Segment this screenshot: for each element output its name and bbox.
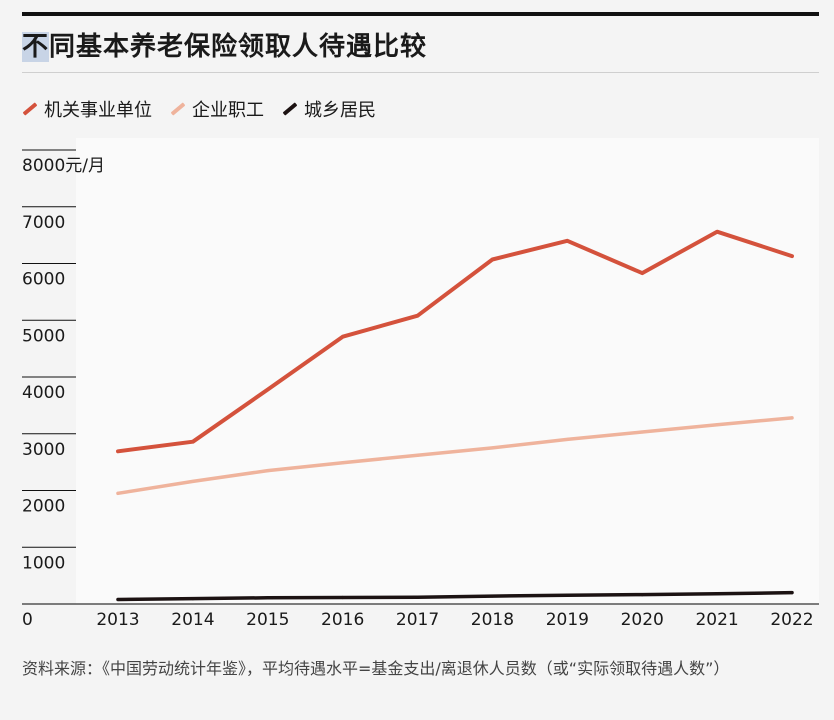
y-tick-label-3000: 3000 <box>22 440 65 460</box>
y-tick-label-6000: 6000 <box>22 270 65 290</box>
data-point-s3-2014 <box>191 597 195 601</box>
data-point-s1-2015 <box>266 387 270 392</box>
title-text: 同基本养老保险领取人待遇比较 <box>49 32 428 62</box>
x-tick-label-2020: 2020 <box>621 610 664 630</box>
data-point-s3-2019 <box>565 593 569 597</box>
data-point-s3-2021 <box>715 592 719 596</box>
data-point-s2-2019 <box>565 437 569 442</box>
line-chart: 0 1000 2000 3000 4000 5000 6000 7000 8000元/月 201… <box>22 138 819 630</box>
data-point-s2-2018 <box>490 446 495 450</box>
y-tick-label-7000: 7000 <box>22 213 65 233</box>
y-tick-label-2000: 2000 <box>22 497 65 517</box>
data-point-s3-2018 <box>490 594 495 598</box>
data-point-s2-2016 <box>341 461 345 465</box>
data-point-s1-2021 <box>715 230 719 234</box>
series-line-2 <box>116 416 794 496</box>
legend-label-enterprise: 企业职工 <box>192 100 264 121</box>
x-tick-label-2014: 2014 <box>171 610 214 630</box>
data-point-s3-2013 <box>116 597 120 602</box>
data-point-s2-2015 <box>266 469 270 473</box>
x-tick-label-2017: 2017 <box>396 610 439 630</box>
x-tick-label-2015: 2015 <box>246 610 289 630</box>
x-tick-label-2018: 2018 <box>471 610 514 630</box>
data-point-s1-2019 <box>565 239 569 243</box>
legend: 机关事业单位 企业职工 城乡居民 <box>22 96 394 122</box>
data-point-s3-2015 <box>266 596 270 600</box>
source-footnote: 资料来源：《中国劳动统计年鉴》，平均待遇水平=基金支出/离退休人员数（或“实际领… <box>22 659 730 678</box>
y-tick-label-8000: 8000元/月 <box>22 156 105 176</box>
x-tick-label-2016: 2016 <box>321 610 364 630</box>
data-point-s1-2017 <box>415 314 420 318</box>
series-line-3 <box>116 590 794 602</box>
data-point-s2-2020 <box>640 430 644 434</box>
y-tick-label-5000: 5000 <box>22 326 65 346</box>
data-point-s2-2013 <box>116 491 120 495</box>
data-point-s3-2017 <box>415 595 420 599</box>
chart-title: 不同基本养老保险领取人待遇比较 <box>22 26 427 63</box>
data-point-s1-2022 <box>790 254 794 258</box>
data-point-s3-2022 <box>790 591 794 595</box>
series-line-1 <box>116 229 794 454</box>
data-point-s1-2013 <box>116 449 120 453</box>
top-rule <box>22 12 819 16</box>
data-point-s2-2022 <box>790 416 794 420</box>
y-tick-label-4000: 4000 <box>22 383 65 403</box>
data-point-s1-2016 <box>341 335 345 339</box>
plot-area <box>76 138 819 604</box>
y-tick-label-1000: 1000 <box>22 553 65 573</box>
x-tick-label-2021: 2021 <box>695 610 738 630</box>
title-divider <box>22 72 819 73</box>
x-tick-label-2013: 2013 <box>96 610 139 630</box>
legend-item-enterprise: 企业职工 <box>170 96 264 122</box>
x-tick-label-2022: 2022 <box>770 610 813 630</box>
data-point-s2-2017 <box>415 453 420 457</box>
data-point-s1-2014 <box>191 440 195 444</box>
legend-item-agency: 机关事业单位 <box>22 96 152 122</box>
data-point-s1-2020 <box>640 271 644 275</box>
data-point-s2-2014 <box>191 479 195 484</box>
data-point-s1-2018 <box>490 257 495 262</box>
data-point-s2-2021 <box>715 423 719 427</box>
legend-label-resident: 城乡居民 <box>304 100 376 121</box>
legend-label-agency: 机关事业单位 <box>44 100 152 121</box>
data-point-s3-2020 <box>640 593 644 597</box>
legend-item-resident: 城乡居民 <box>282 96 376 122</box>
title-highlight: 不 <box>22 32 50 62</box>
data-point-s3-2016 <box>341 595 345 600</box>
x-tick-label-2019: 2019 <box>546 610 589 630</box>
y-tick-label-0: 0 <box>22 610 33 630</box>
